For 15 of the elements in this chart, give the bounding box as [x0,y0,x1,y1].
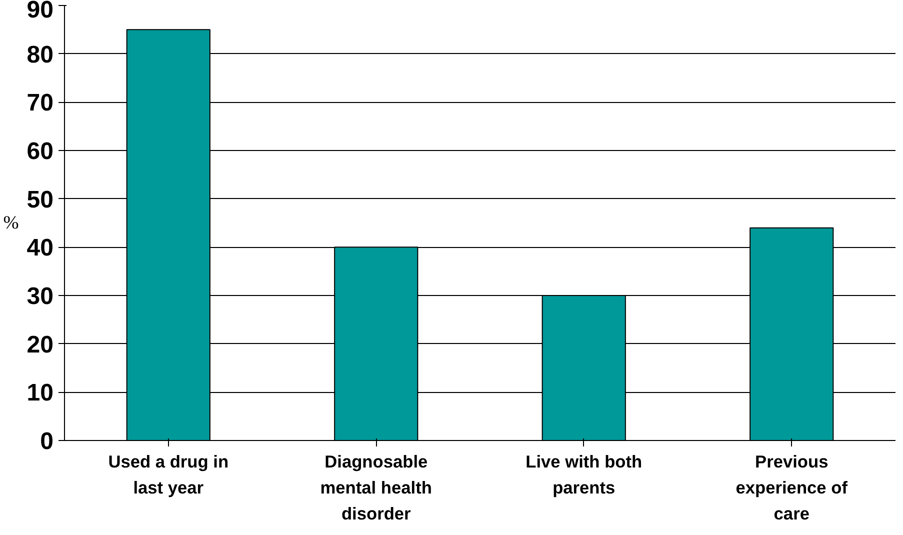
y-tick-label: 20 [26,331,54,358]
y-tick-label: 60 [26,138,54,165]
x-tick-label: Live with both parents [526,452,642,498]
y-tick-label: 40 [26,234,54,262]
y-tick-label: 50 [26,186,54,214]
x-tick-label: Used a drug in last year [108,452,229,498]
y-tick-label: 70 [26,90,54,117]
y-axis-title: % [3,212,19,234]
y-tick-label: 0 [40,428,54,455]
y-tick-label: 10 [26,380,54,407]
y-tick-label: 30 [26,283,54,310]
x-tick-label: Diagnosable mental health disorder [320,452,432,524]
y-tick-label: 90 [26,0,54,24]
x-tick-label: Previous experience of care [736,452,848,524]
y-tick-label: 80 [26,41,54,68]
